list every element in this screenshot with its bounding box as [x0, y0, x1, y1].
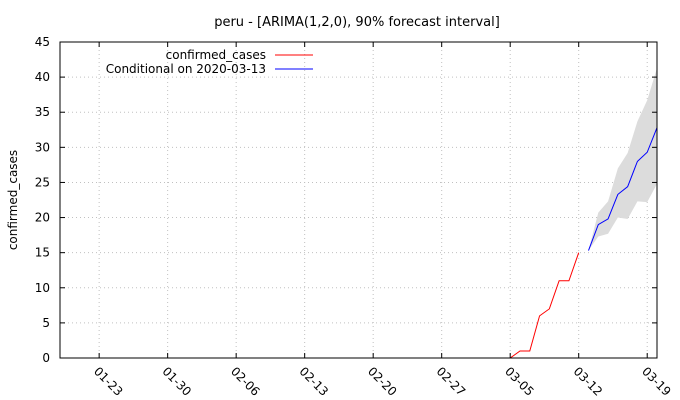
y-tick-label: 15 [35, 246, 50, 260]
legend-label-conditional: Conditional on 2020-03-13 [106, 62, 266, 76]
y-tick-label: 40 [35, 70, 50, 84]
legend-label-confirmed: confirmed_cases [166, 48, 266, 62]
y-tick-label: 20 [35, 211, 50, 225]
x-axis-ticks: 01-23 01-30 02-06 02-13 02-20 02-27 03-05 03-12… [91, 42, 674, 399]
y-tick-label: 5 [42, 316, 50, 330]
series-line-conditional-forecast [588, 127, 658, 251]
y-tick-label: 45 [35, 35, 50, 49]
forecast-interval-band [588, 67, 657, 251]
legend: confirmed_cases Conditional on 2020-03-1… [106, 48, 313, 76]
y-axis-label: confirmed_cases [6, 150, 20, 250]
y-tick-label: 25 [35, 175, 50, 189]
x-tick-label: 02-13 [297, 364, 332, 399]
x-tick-label: 01-23 [91, 364, 126, 399]
series-line-confirmed-cases [89, 252, 580, 359]
x-tick-label: 02-20 [365, 364, 400, 399]
plot-frame [59, 41, 658, 359]
x-tick-label: 03-05 [502, 364, 537, 399]
x-tick-label: 03-12 [571, 364, 606, 399]
x-tick-label: 02-27 [434, 364, 469, 399]
y-tick-label: 30 [35, 140, 50, 154]
y-axis-ticks: 0 5 10 15 20 25 30 35 40 45 [35, 35, 657, 365]
grid [60, 42, 657, 358]
x-tick-label: 03-19 [639, 364, 674, 399]
chart-title: peru - [ARIMA(1,2,0), 90% forecast inter… [214, 15, 500, 30]
x-tick-label: 02-06 [228, 364, 263, 399]
y-tick-label: 0 [42, 351, 50, 365]
y-tick-label: 35 [35, 105, 50, 119]
x-tick-label: 01-30 [160, 364, 195, 399]
y-tick-label: 10 [35, 281, 50, 295]
forecast-interval-area [588, 67, 657, 251]
